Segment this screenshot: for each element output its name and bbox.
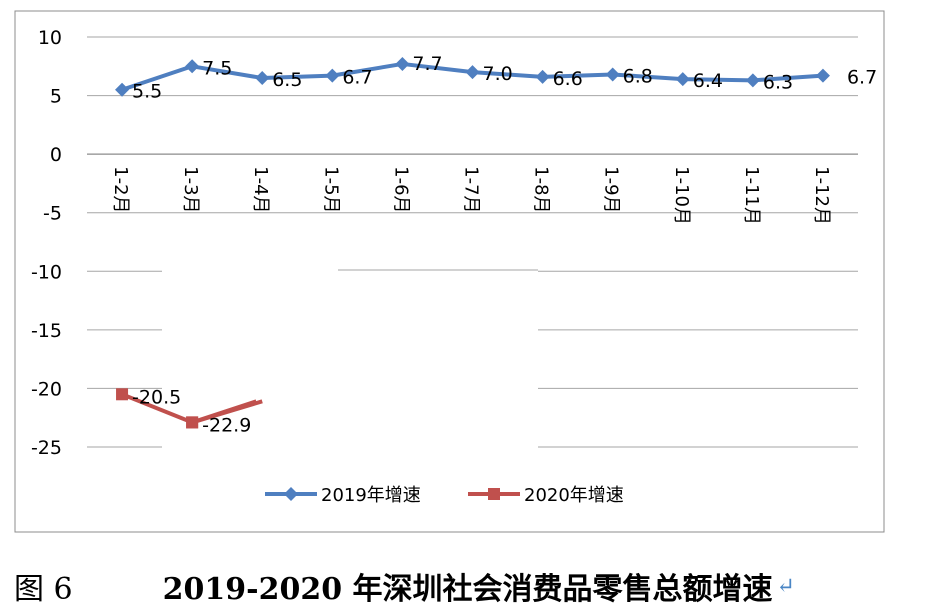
data-label: 6.8 [623,65,653,87]
x-tick-label: 1-10月 [671,166,692,225]
data-point [675,72,690,87]
figure-title: 2019-2020 年深圳社会消费品零售总额增速 [162,572,773,607]
data-point [395,56,410,71]
data-label: 6.6 [553,68,583,90]
data-point [815,68,830,83]
data-label: 6.3 [763,71,793,93]
legend-marker [284,487,298,501]
data-label: 6.7 [847,67,877,89]
series-line-2-segment [191,399,257,425]
data-point [325,68,340,83]
data-point [465,65,480,80]
paragraph-mark: ↵ [776,573,795,599]
data-label: -22.9 [202,414,251,436]
legend-label: 2019年增速 [321,485,421,506]
data-point [255,71,270,85]
data-label: 6.5 [272,69,302,91]
legend-marker [488,488,500,500]
data-point [186,416,199,429]
legend-label: 2020年增速 [524,485,624,506]
x-tick-label: 1-2月 [110,166,131,213]
x-tick-label: 1-7月 [461,166,482,213]
data-point [185,59,200,74]
x-tick-label: 1-9月 [601,166,622,213]
y-tick-label: -15 [31,320,62,342]
data-point [535,69,550,84]
data-label: 7.5 [202,57,232,79]
x-tick-label: 1-8月 [531,166,552,213]
legend-item-1: 2019年增速 [265,485,421,506]
data-point [605,67,620,82]
x-tick-label: 1-3月 [180,166,201,213]
legend-item-2: 2020年增速 [468,485,624,506]
data-label: 7.0 [483,63,513,85]
y-tick-label: -20 [31,378,62,400]
y-tick-label: -5 [43,203,62,225]
data-point [115,82,130,97]
y-tick-label: 5 [50,86,62,108]
plot-blank-area [162,265,538,461]
figure-number: 图 6 [14,572,73,607]
x-tick-label: 1-6月 [390,166,411,213]
y-tick-label: 0 [50,144,62,166]
data-label: 6.7 [342,67,372,89]
data-point [116,388,129,401]
x-tick-label: 1-5月 [320,166,341,213]
y-tick-label: 10 [38,27,62,49]
data-label: 5.5 [132,81,162,103]
chart-svg: 10 5 0 -5 -10 -15 -20 -25 1-2月 1-3月 1-4月 1-5月 1-6月 1-… [14,10,885,533]
figure-caption: 图 6 2019-2020 年深圳社会消费品零售总额增速 ↵ [14,560,929,612]
x-tick-label: 1-4月 [250,166,271,213]
y-tick-label: -25 [31,437,62,459]
data-label: -20.5 [132,386,181,408]
data-label: 7.7 [412,53,442,75]
data-point [745,73,760,88]
y-tick-label: -10 [31,261,62,283]
chart: 10 5 0 -5 -10 -15 -20 -25 1-2月 1-3月 1-4月 1-5月 1-6月 1-… [14,10,885,533]
x-tick-label: 1-12月 [811,166,832,225]
x-tick-label: 1-11月 [741,166,762,225]
data-label: 6.4 [693,70,723,92]
